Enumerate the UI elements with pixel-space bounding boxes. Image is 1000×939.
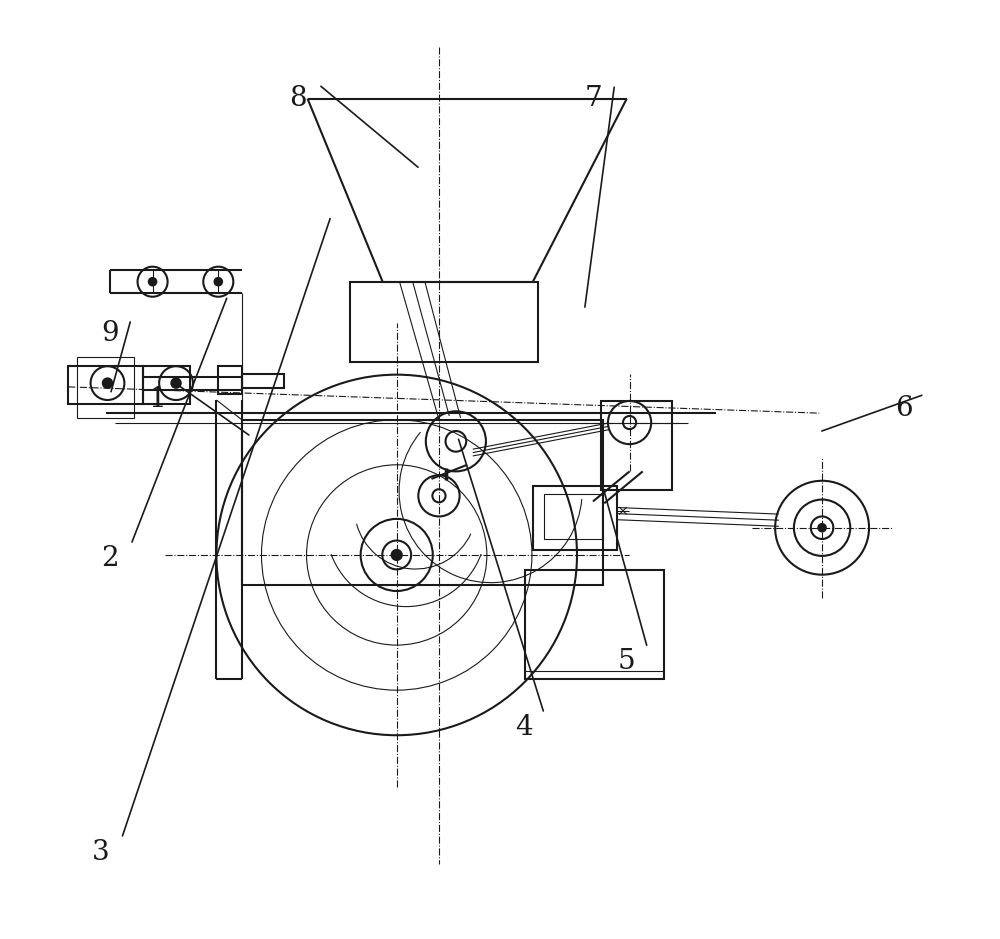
Circle shape [103,378,112,388]
Bar [525,570,664,679]
Circle shape [818,524,826,531]
Bar [68,366,143,404]
Bar [601,401,672,490]
Text: 1: 1 [148,386,166,412]
Bar [350,282,538,362]
Bar [242,374,284,388]
Text: 6: 6 [895,395,913,422]
Bar [77,357,134,418]
Circle shape [149,278,156,285]
Bar [143,366,190,404]
Text: 9: 9 [102,320,119,346]
Text: 3: 3 [92,839,110,866]
Text: 5: 5 [618,649,636,675]
Text: 7: 7 [585,85,603,112]
Bar [218,366,242,394]
Bar [544,494,602,539]
Circle shape [171,378,181,388]
Text: 4: 4 [515,715,532,741]
Text: 8: 8 [289,85,307,112]
Text: 2: 2 [102,546,119,572]
Bar [533,486,617,550]
Circle shape [392,550,402,560]
Circle shape [215,278,222,285]
Bar [242,420,603,585]
